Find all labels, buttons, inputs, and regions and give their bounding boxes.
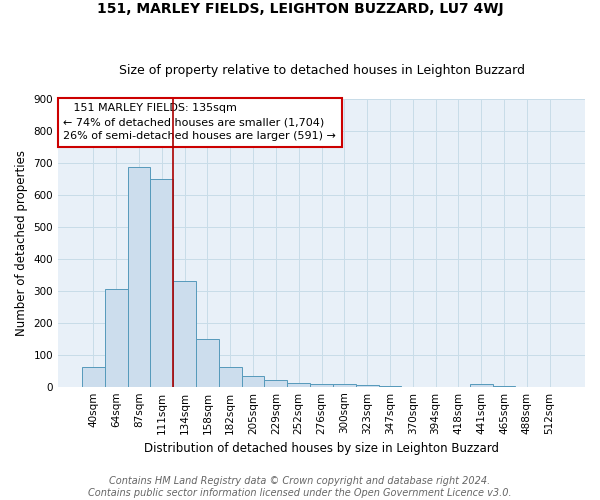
Bar [470,384,493,386]
Bar [356,385,379,386]
Text: 151, MARLEY FIELDS, LEIGHTON BUZZARD, LU7 4WJ: 151, MARLEY FIELDS, LEIGHTON BUZZARD, LU… [97,2,503,16]
Bar [128,167,151,386]
Bar [173,281,196,386]
Bar [242,376,265,386]
Y-axis label: Number of detached properties: Number of detached properties [15,150,28,336]
Bar [82,366,105,386]
Bar [105,289,128,386]
Text: 151 MARLEY FIELDS: 135sqm
← 74% of detached houses are smaller (1,704)
26% of se: 151 MARLEY FIELDS: 135sqm ← 74% of detac… [64,104,336,142]
Title: Size of property relative to detached houses in Leighton Buzzard: Size of property relative to detached ho… [119,64,524,77]
Bar [151,178,173,386]
Bar [333,384,356,386]
X-axis label: Distribution of detached houses by size in Leighton Buzzard: Distribution of detached houses by size … [144,442,499,455]
Bar [265,380,287,386]
Bar [196,338,219,386]
Bar [287,383,310,386]
Text: Contains HM Land Registry data © Crown copyright and database right 2024.
Contai: Contains HM Land Registry data © Crown c… [88,476,512,498]
Bar [219,366,242,386]
Bar [310,384,333,386]
